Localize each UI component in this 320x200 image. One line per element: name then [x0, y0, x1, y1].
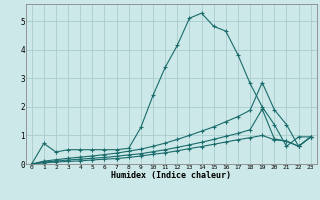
X-axis label: Humidex (Indice chaleur): Humidex (Indice chaleur) — [111, 171, 231, 180]
